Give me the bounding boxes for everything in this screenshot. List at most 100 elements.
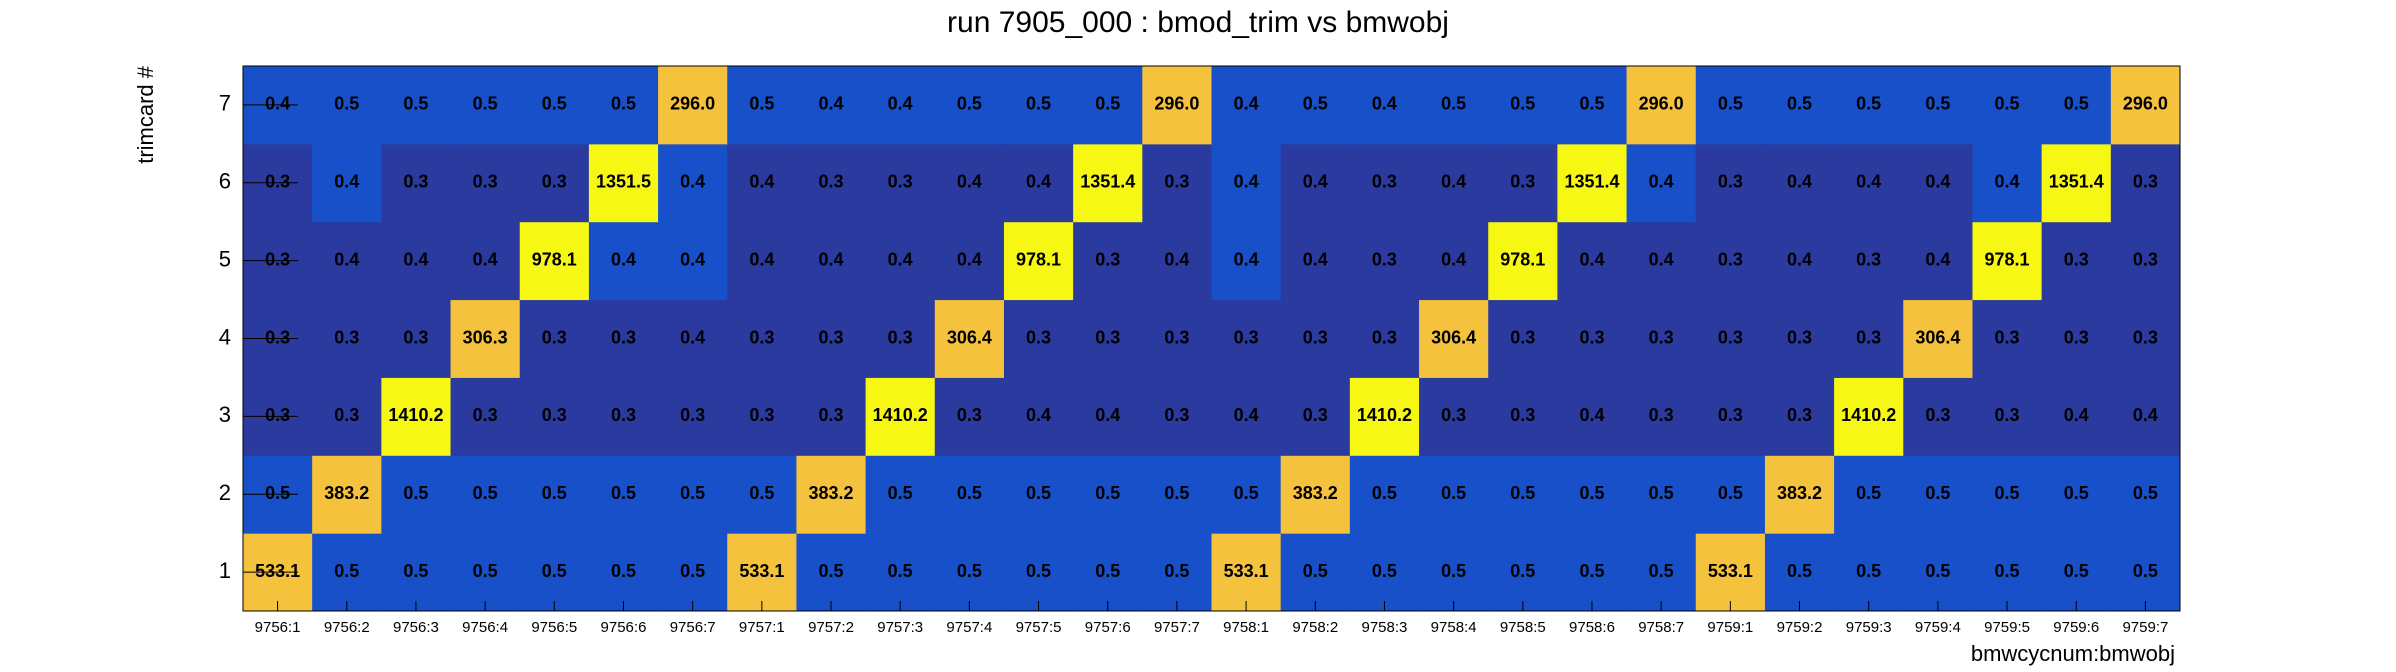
cell-label: 0.5: [1026, 483, 1051, 503]
cell: [1695, 299, 1766, 378]
x-tick-label: 9757:7: [1154, 619, 1200, 636]
cell: [1280, 455, 1351, 534]
cell: [865, 221, 936, 301]
cell-label: 296.0: [1639, 94, 1684, 114]
cell: [796, 533, 867, 612]
y-tick-label: 6: [219, 169, 231, 194]
cell-label: 0.3: [1995, 327, 2020, 347]
cell-label: 0.3: [542, 327, 567, 347]
x-tick-label: 9756:7: [670, 619, 716, 636]
cell-label: 0.5: [1995, 94, 2020, 114]
cell-label: 0.5: [1856, 483, 1881, 503]
cell-label: 0.3: [1856, 249, 1881, 269]
cell-label: 0.5: [334, 561, 359, 581]
cell: [1695, 221, 1766, 301]
cell-label: 0.5: [1925, 483, 1950, 503]
cell: [450, 299, 521, 378]
cell: [1488, 143, 1558, 223]
cell-label: 0.5: [1856, 561, 1881, 581]
cell: [934, 66, 1005, 145]
cell-label: 383.2: [1293, 483, 1338, 503]
cell: [1488, 533, 1558, 612]
cell: [588, 221, 659, 301]
cell: [519, 377, 590, 456]
cell-label: 0.3: [1164, 405, 1189, 425]
cell-label: 0.3: [473, 172, 498, 192]
cell-label: 306.4: [947, 327, 992, 347]
cell: [450, 455, 521, 534]
cell-label: 0.4: [680, 327, 705, 347]
cell: [1695, 455, 1766, 534]
cell-label: 0.3: [1510, 172, 1535, 192]
cell-label: 0.5: [334, 94, 359, 114]
cell: [2110, 377, 2181, 456]
cell: [450, 143, 521, 223]
cell-label: 0.3: [819, 172, 844, 192]
cell: [519, 299, 590, 378]
cell: [1764, 143, 1835, 223]
cell-label: 0.3: [888, 172, 913, 192]
cell-label: 0.4: [265, 94, 290, 114]
cell-label: 296.0: [670, 94, 715, 114]
x-tick-label: 9757:5: [1016, 619, 1062, 636]
cell-label: 0.5: [680, 483, 705, 503]
x-tick-label: 9759:3: [1846, 619, 1892, 636]
cell: [865, 143, 936, 223]
x-tick-label: 9758:6: [1569, 619, 1615, 636]
cell: [1626, 299, 1697, 378]
cell: [865, 66, 936, 145]
cell: [934, 455, 1005, 534]
cell: [1280, 66, 1351, 145]
cell: [1349, 533, 1420, 612]
cell-label: 0.3: [1372, 249, 1397, 269]
cell: [727, 377, 797, 456]
cell: [1488, 299, 1558, 378]
cell-label: 0.5: [1441, 561, 1466, 581]
x-tick-label: 9756:2: [324, 619, 370, 636]
cell: [1003, 377, 1074, 456]
cell: [519, 143, 590, 223]
cell: [727, 455, 797, 534]
cell: [1280, 299, 1351, 378]
cell-label: 0.3: [1164, 327, 1189, 347]
cell-label: 0.5: [611, 94, 636, 114]
cell-label: 0.3: [542, 172, 567, 192]
cell: [1419, 143, 1489, 223]
cell-label: 0.4: [957, 172, 982, 192]
cell: [1972, 143, 2043, 223]
cell: [658, 299, 728, 378]
cell-label: 0.4: [1372, 94, 1397, 114]
cell-label: 533.1: [739, 561, 784, 581]
cell-label: 0.5: [611, 561, 636, 581]
cell-label: 383.2: [324, 483, 369, 503]
cell: [1972, 533, 2043, 612]
cell-label: 0.3: [1510, 405, 1535, 425]
plot-frame: [242, 65, 2181, 612]
cell: [1073, 143, 1143, 223]
cell: [1557, 143, 1628, 223]
cell: [1003, 143, 1074, 223]
cell-label: 1351.4: [2049, 172, 2104, 192]
cell-label: 0.5: [749, 483, 774, 503]
cell: [450, 533, 521, 612]
x-tick-label: 9757:6: [1085, 619, 1131, 636]
cell-label: 0.5: [888, 483, 913, 503]
cell-label: 0.3: [265, 249, 290, 269]
cell-label: 0.5: [1579, 561, 1604, 581]
cell: [1695, 143, 1766, 223]
cell-label: 0.4: [1925, 172, 1950, 192]
cell-label: 0.5: [2133, 483, 2158, 503]
x-tick-label: 9756:6: [601, 619, 647, 636]
cell-label: 0.4: [1995, 172, 2020, 192]
cell: [450, 66, 521, 145]
cell: [312, 66, 382, 145]
cell: [1903, 66, 1973, 145]
cell-label: 0.5: [680, 561, 705, 581]
cell-label: 0.5: [473, 483, 498, 503]
cell-label: 0.3: [1787, 327, 1812, 347]
cell-label: 0.4: [1026, 405, 1051, 425]
cell-label: 0.3: [1718, 405, 1743, 425]
cell-label: 1351.4: [1564, 172, 1619, 192]
cell: [1211, 221, 1282, 301]
cell: [934, 299, 1005, 378]
